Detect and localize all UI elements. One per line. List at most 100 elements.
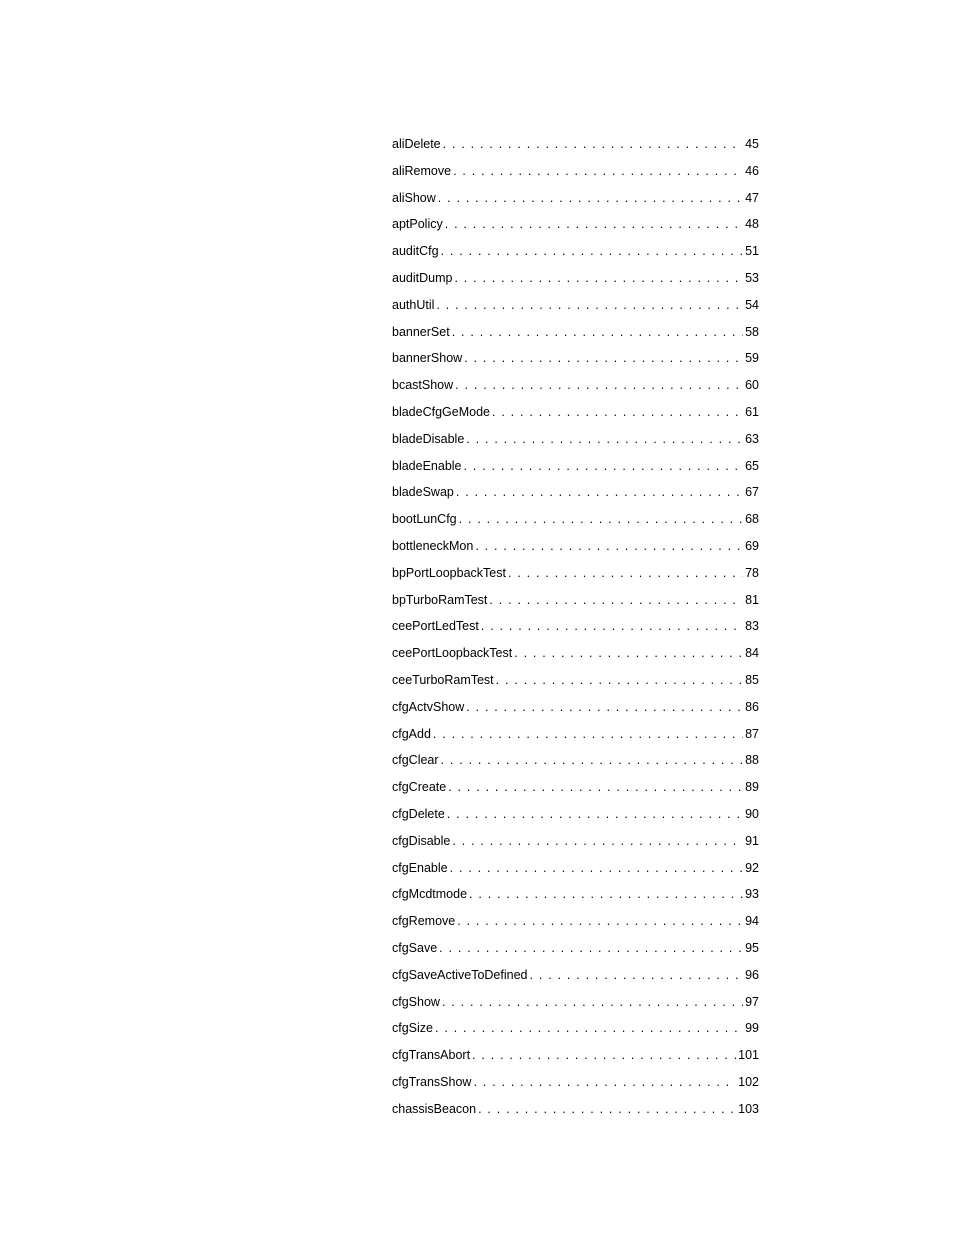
toc-entry: chassisBeacon 103 xyxy=(392,1103,759,1116)
toc-leader-dots xyxy=(442,996,743,1009)
toc-entry-page: 65 xyxy=(745,460,759,473)
toc-entry-label: cfgCreate xyxy=(392,781,446,794)
toc-leader-dots xyxy=(448,781,743,794)
toc-entry: cfgAdd87 xyxy=(392,728,759,741)
toc-entry-page: 94 xyxy=(745,915,759,928)
toc-leader-dots xyxy=(443,138,743,151)
toc-leader-dots xyxy=(454,272,743,285)
toc-entry-label: bladeCfgGeMode xyxy=(392,406,490,419)
toc-leader-dots xyxy=(473,1076,736,1089)
toc-entry-label: cfgSaveActiveToDefined xyxy=(392,969,528,982)
toc-entry-label: cfgClear xyxy=(392,754,439,767)
toc-entry: ceePortLoopbackTest84 xyxy=(392,647,759,660)
toc-entry-page: 81 xyxy=(745,594,759,607)
toc-entry-page: 95 xyxy=(745,942,759,955)
toc-entry: cfgDelete 90 xyxy=(392,808,759,821)
toc-entry-label: cfgEnable xyxy=(392,862,448,875)
toc-entry-label: aptPolicy xyxy=(392,218,443,231)
toc-entry-label: cfgDelete xyxy=(392,808,445,821)
toc-entry: auditCfg51 xyxy=(392,245,759,258)
toc-leader-dots xyxy=(452,835,743,848)
toc-entry: cfgSaveActiveToDefined 96 xyxy=(392,969,759,982)
toc-entry-page: 61 xyxy=(745,406,759,419)
toc-leader-dots xyxy=(455,379,743,392)
toc-entry-label: chassisBeacon xyxy=(392,1103,476,1116)
toc-entry-page: 99 xyxy=(745,1022,759,1035)
toc-entry-page: 48 xyxy=(745,218,759,231)
toc-leader-dots xyxy=(441,245,744,258)
toc-entry: cfgEnable 92 xyxy=(392,862,759,875)
toc-leader-dots xyxy=(445,218,743,231)
toc-entry: bpTurboRamTest 81 xyxy=(392,594,759,607)
toc-entry-label: cfgMcdtmode xyxy=(392,888,467,901)
toc-entry-page: 90 xyxy=(745,808,759,821)
toc-entry-page: 93 xyxy=(745,888,759,901)
toc-entry-label: authUtil xyxy=(392,299,434,312)
toc-entry-page: 78 xyxy=(745,567,759,580)
toc-leader-dots xyxy=(433,728,743,741)
toc-entry-label: bladeDisable xyxy=(392,433,464,446)
toc-entry: cfgTransAbort101 xyxy=(392,1049,759,1062)
toc-entry-label: bcastShow xyxy=(392,379,453,392)
toc-entry-page: 69 xyxy=(745,540,759,553)
toc-entry-label: ceePortLedTest xyxy=(392,620,479,633)
toc-entry-page: 46 xyxy=(745,165,759,178)
toc-entry: cfgClear88 xyxy=(392,754,759,767)
toc-leader-dots xyxy=(459,513,743,526)
toc-leader-dots xyxy=(450,862,743,875)
toc-leader-dots xyxy=(466,701,743,714)
toc-leader-dots xyxy=(496,674,743,687)
toc-leader-dots xyxy=(456,486,743,499)
toc-entry-page: 84 xyxy=(745,647,759,660)
toc-entry: bladeCfgGeMode 61 xyxy=(392,406,759,419)
toc-leader-dots xyxy=(441,754,744,767)
toc-entry: bottleneckMon69 xyxy=(392,540,759,553)
toc-entry: cfgRemove 94 xyxy=(392,915,759,928)
toc-entry: bladeSwap 67 xyxy=(392,486,759,499)
toc-entry-label: bpTurboRamTest xyxy=(392,594,487,607)
toc-entry-label: aliShow xyxy=(392,192,436,205)
toc-leader-dots xyxy=(469,888,743,901)
toc-entry: aliDelete45 xyxy=(392,138,759,151)
toc-entry-label: bladeSwap xyxy=(392,486,454,499)
toc-entry-page: 67 xyxy=(745,486,759,499)
toc-leader-dots xyxy=(508,567,743,580)
toc-entry-page: 51 xyxy=(745,245,759,258)
toc-leader-dots xyxy=(475,540,743,553)
toc-leader-dots xyxy=(464,460,744,473)
toc-entry-label: aliRemove xyxy=(392,165,451,178)
toc-entry-page: 89 xyxy=(745,781,759,794)
toc-entry-label: bannerShow xyxy=(392,352,462,365)
toc-entry: bannerShow59 xyxy=(392,352,759,365)
toc-entry-page: 96 xyxy=(745,969,759,982)
toc-leader-dots xyxy=(438,192,743,205)
toc-entry-label: ceeTurboRamTest xyxy=(392,674,494,687)
toc-entry-page: 54 xyxy=(745,299,759,312)
toc-entry-page: 47 xyxy=(745,192,759,205)
toc-entry: cfgShow97 xyxy=(392,996,759,1009)
toc-entry-page: 85 xyxy=(745,674,759,687)
toc-entry: cfgActvShow86 xyxy=(392,701,759,714)
toc-entry: cfgCreate 89 xyxy=(392,781,759,794)
toc-entry-label: cfgAdd xyxy=(392,728,431,741)
toc-page: aliDelete45 aliRemove 46 aliShow 47 aptPolicy… xyxy=(0,0,954,1115)
toc-entry: cfgSize99 xyxy=(392,1022,759,1035)
toc-entry-page: 101 xyxy=(738,1049,759,1062)
toc-entry-label: cfgTransShow xyxy=(392,1076,471,1089)
toc-leader-dots xyxy=(452,326,743,339)
toc-entry: auditDump53 xyxy=(392,272,759,285)
toc-entry-page: 45 xyxy=(745,138,759,151)
toc-entry: aliShow 47 xyxy=(392,192,759,205)
toc-entry: ceePortLedTest 83 xyxy=(392,620,759,633)
toc-entry: aliRemove 46 xyxy=(392,165,759,178)
toc-entry-label: cfgShow xyxy=(392,996,440,1009)
toc-entry: bootLunCfg68 xyxy=(392,513,759,526)
toc-entry-label: cfgRemove xyxy=(392,915,455,928)
toc-entry: authUtil 54 xyxy=(392,299,759,312)
toc-entry: ceeTurboRamTest 85 xyxy=(392,674,759,687)
toc-entry-page: 92 xyxy=(745,862,759,875)
toc-entry-label: bannerSet xyxy=(392,326,450,339)
toc-entry: bladeEnable65 xyxy=(392,460,759,473)
toc-entry-page: 83 xyxy=(745,620,759,633)
toc-entry-page: 103 xyxy=(738,1103,759,1116)
